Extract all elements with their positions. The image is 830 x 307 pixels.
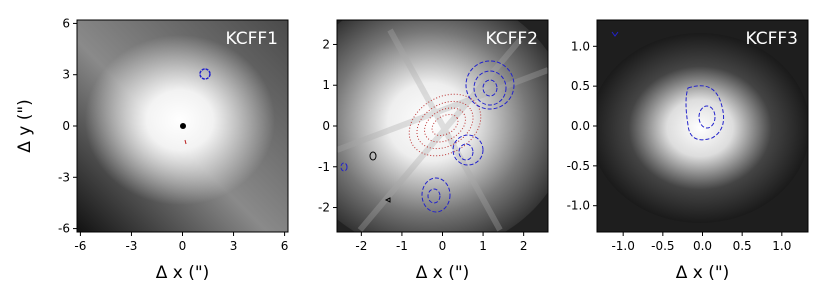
x-axis-label: Δ x (") bbox=[156, 263, 210, 283]
y-tick-label: 6 bbox=[62, 16, 70, 30]
x-tick-label: 6 bbox=[281, 239, 289, 253]
x-tick-label: 0 bbox=[179, 239, 187, 253]
y-tick-label: -2 bbox=[318, 201, 330, 215]
image-panel-2 bbox=[337, 20, 548, 232]
x-tick-label: -3 bbox=[125, 239, 137, 253]
y-tick-label: -1.0 bbox=[567, 199, 590, 213]
x-tick-label: 0.5 bbox=[733, 239, 752, 253]
y-tick-label: 3 bbox=[62, 68, 70, 82]
y-tick-label: 0.0 bbox=[571, 119, 590, 133]
x-tick-label: 1 bbox=[479, 239, 487, 253]
x-tick-label: -0.5 bbox=[651, 239, 674, 253]
y-axis-label: Δ y (") bbox=[15, 99, 35, 153]
y-tick-label: 2 bbox=[322, 37, 330, 51]
x-tick-label: -1.0 bbox=[611, 239, 634, 253]
x-tick-label: -6 bbox=[74, 239, 86, 253]
panel-title: KCFF3 bbox=[746, 29, 798, 49]
x-axis-label: Δ x (") bbox=[676, 263, 730, 283]
y-tick-label: -1 bbox=[318, 160, 330, 174]
panel-title: KCFF1 bbox=[226, 29, 278, 49]
x-tick-label: 3 bbox=[230, 239, 238, 253]
image-panel-1 bbox=[77, 20, 288, 232]
x-tick-label: 2 bbox=[520, 239, 528, 253]
y-tick-label: 0 bbox=[322, 119, 330, 133]
x-tick-label: 0 bbox=[439, 239, 447, 253]
x-tick-label: 0.0 bbox=[693, 239, 712, 253]
x-tick-label: -1 bbox=[396, 239, 408, 253]
y-tick-label: 1 bbox=[322, 78, 330, 92]
x-tick-label: -2 bbox=[355, 239, 367, 253]
y-tick-label: 0 bbox=[62, 119, 70, 133]
panel-title: KCFF2 bbox=[486, 29, 538, 49]
x-axis-label: Δ x (") bbox=[416, 263, 470, 283]
x-tick-label: 1.0 bbox=[772, 239, 791, 253]
y-tick-label: 1.0 bbox=[571, 39, 590, 53]
y-tick-label: -0.5 bbox=[567, 159, 590, 173]
y-tick-label: 0.5 bbox=[571, 79, 590, 93]
image-panel-3 bbox=[597, 20, 808, 232]
y-tick-label: -6 bbox=[58, 222, 70, 236]
y-tick-label: -3 bbox=[58, 170, 70, 184]
